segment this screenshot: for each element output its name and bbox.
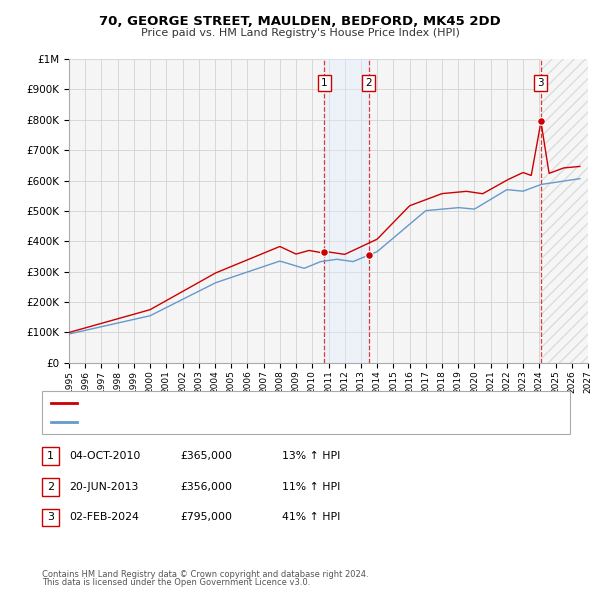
- Text: 02-FEB-2024: 02-FEB-2024: [69, 513, 139, 522]
- Text: Price paid vs. HM Land Registry's House Price Index (HPI): Price paid vs. HM Land Registry's House …: [140, 28, 460, 38]
- Text: 3: 3: [47, 513, 54, 522]
- Text: HPI: Average price, detached house, Central Bedfordshire: HPI: Average price, detached house, Cent…: [82, 417, 363, 427]
- Text: £356,000: £356,000: [180, 482, 232, 491]
- Text: 3: 3: [538, 78, 544, 88]
- Text: 04-OCT-2010: 04-OCT-2010: [69, 451, 140, 461]
- Text: 70, GEORGE STREET, MAULDEN, BEDFORD, MK45 2DD (detached house): 70, GEORGE STREET, MAULDEN, BEDFORD, MK4…: [82, 398, 439, 408]
- Text: 13% ↑ HPI: 13% ↑ HPI: [282, 451, 340, 461]
- Text: This data is licensed under the Open Government Licence v3.0.: This data is licensed under the Open Gov…: [42, 578, 310, 587]
- Text: 2: 2: [47, 482, 54, 491]
- Text: 20-JUN-2013: 20-JUN-2013: [69, 482, 139, 491]
- Text: 2: 2: [365, 78, 372, 88]
- Text: £795,000: £795,000: [180, 513, 232, 522]
- Text: 1: 1: [47, 451, 54, 461]
- Text: 41% ↑ HPI: 41% ↑ HPI: [282, 513, 340, 522]
- Text: 1: 1: [321, 78, 328, 88]
- Bar: [541, 59, 588, 363]
- Text: 11% ↑ HPI: 11% ↑ HPI: [282, 482, 340, 491]
- Bar: [325, 59, 368, 363]
- Text: 70, GEORGE STREET, MAULDEN, BEDFORD, MK45 2DD: 70, GEORGE STREET, MAULDEN, BEDFORD, MK4…: [99, 15, 501, 28]
- Bar: [541, 59, 588, 363]
- Text: £365,000: £365,000: [180, 451, 232, 461]
- Text: Contains HM Land Registry data © Crown copyright and database right 2024.: Contains HM Land Registry data © Crown c…: [42, 570, 368, 579]
